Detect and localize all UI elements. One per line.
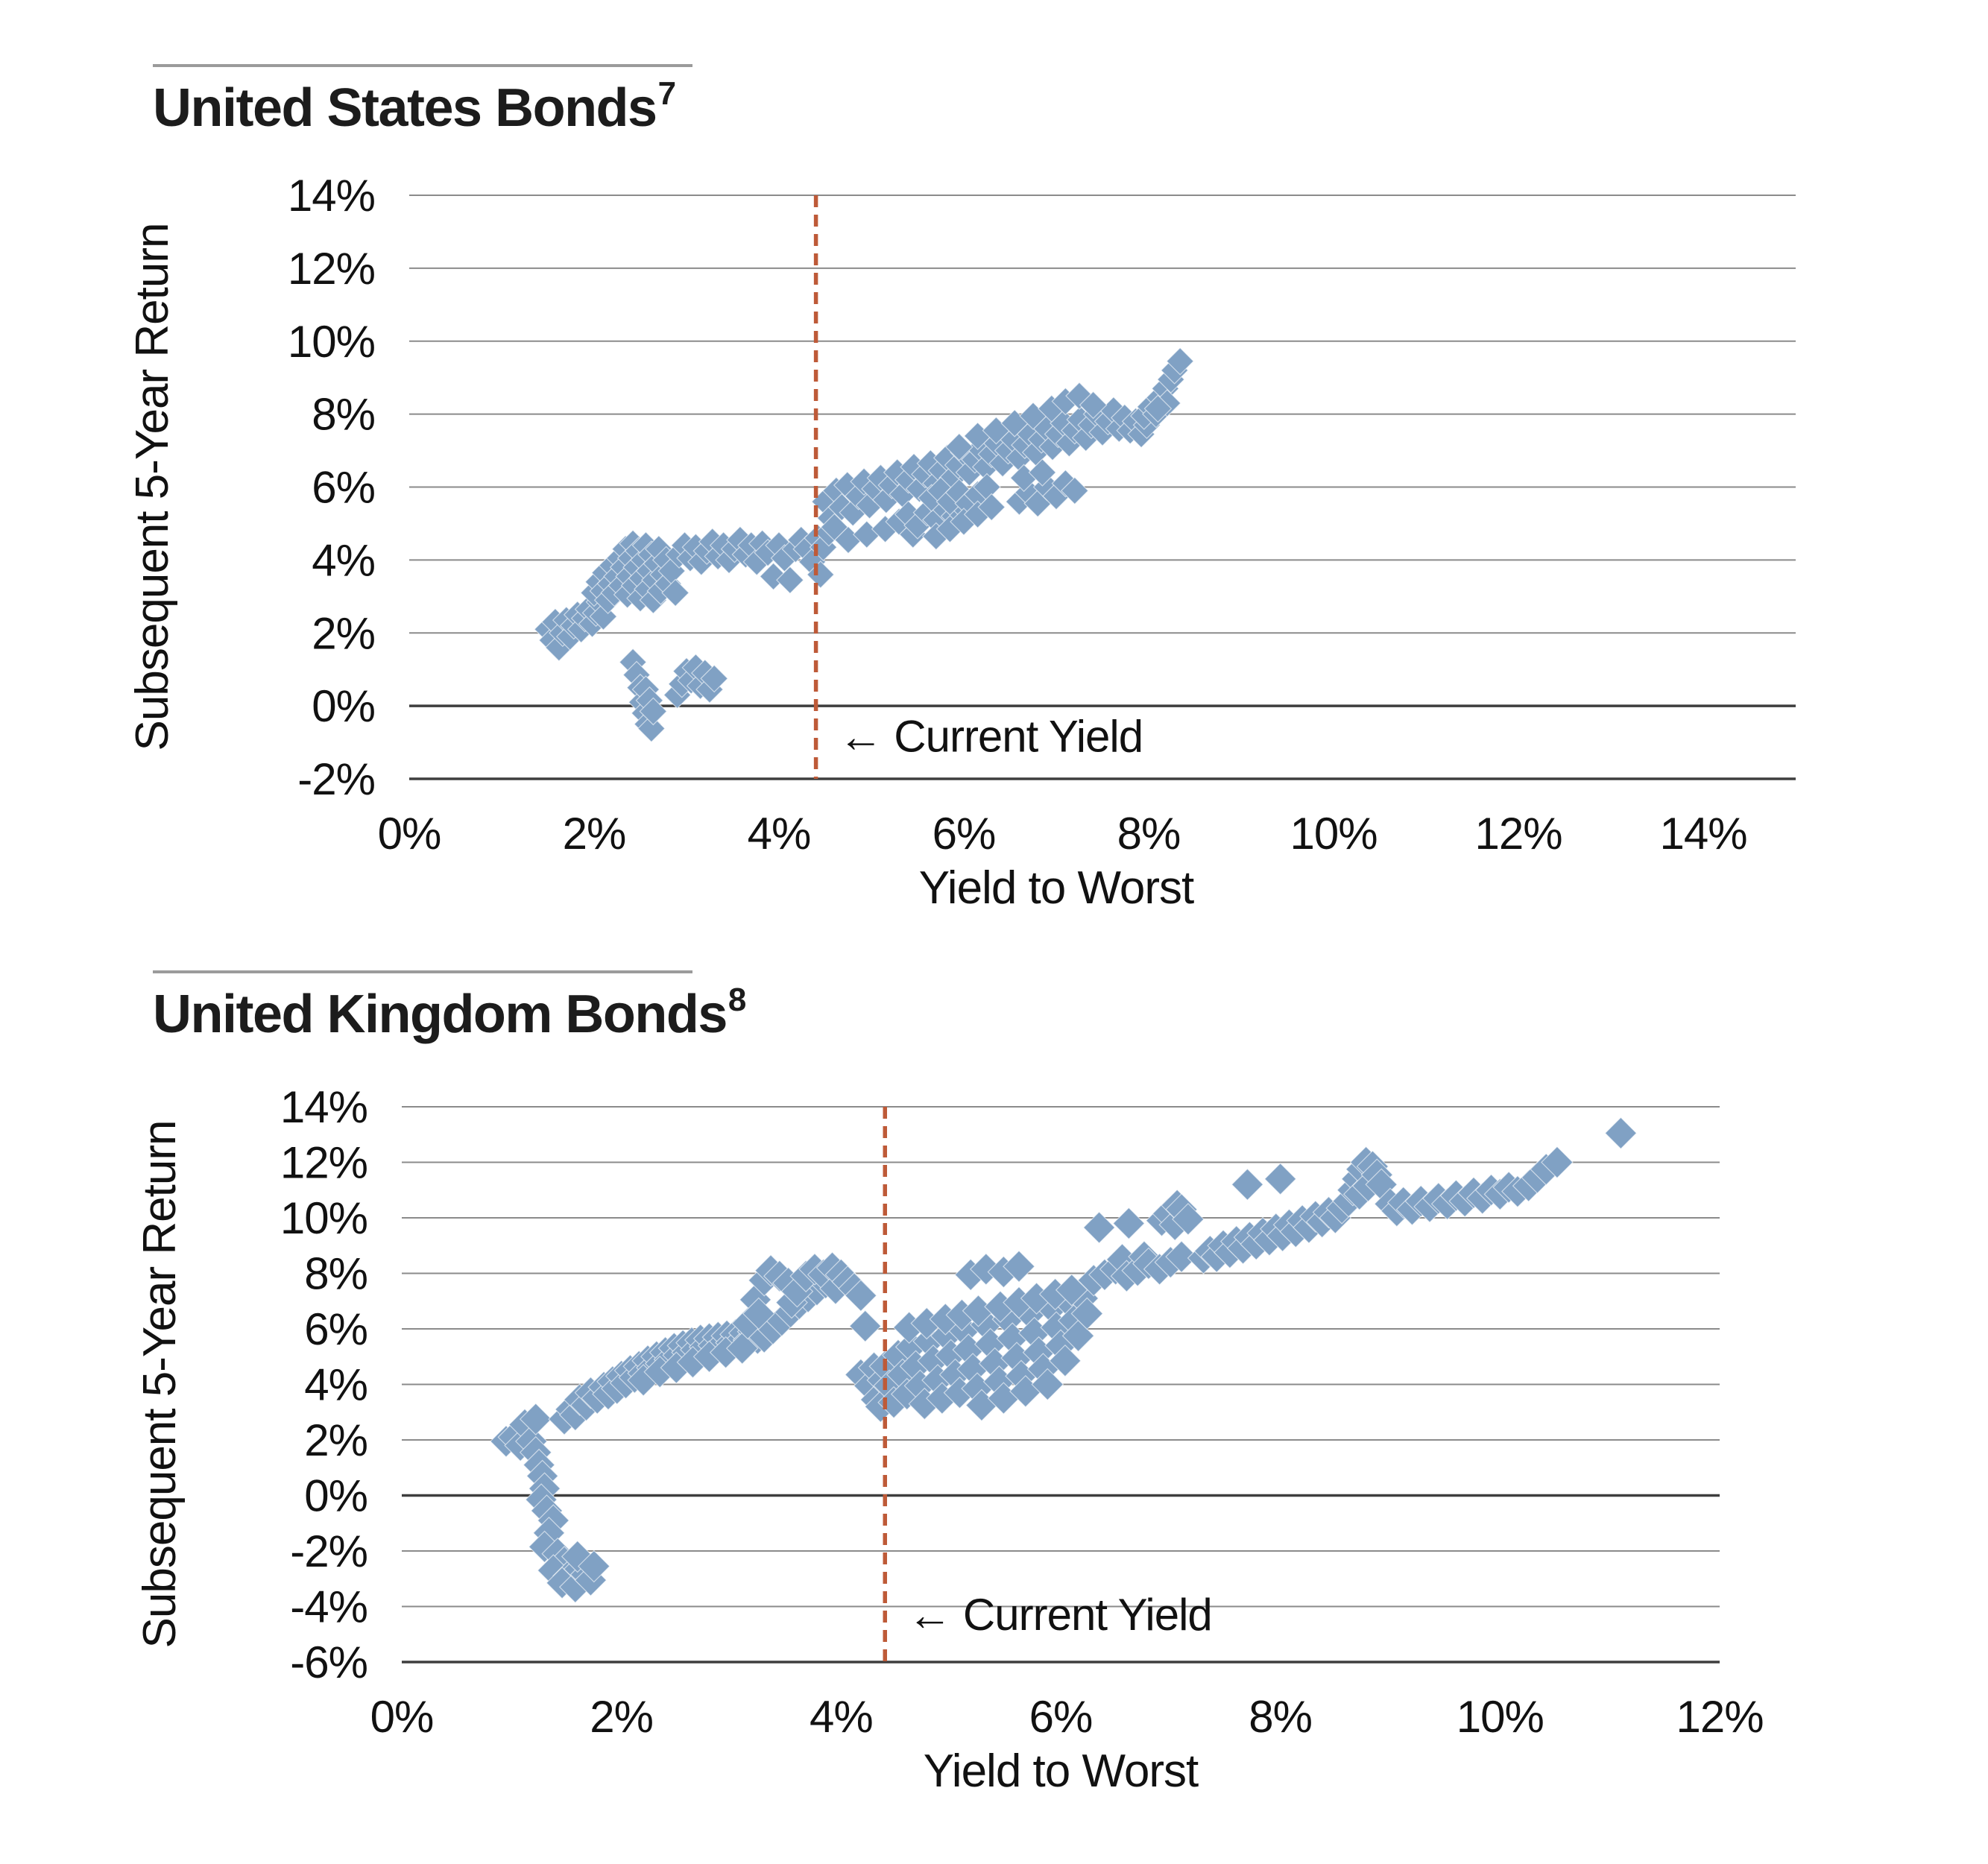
uk-bonds-chart-block: United Kingdom Bonds8 14% 12% 10% 8% 6% 4% 2% 0… [0, 932, 1988, 1864]
y-tick-label: 2% [312, 608, 375, 658]
x-tick-label: 8% [1117, 809, 1181, 859]
x-tick-label: 12% [1474, 809, 1562, 859]
scatter-point [519, 1403, 552, 1435]
x-tick-label: 10% [1457, 1692, 1544, 1742]
x-axis-title: Yield to Worst [919, 862, 1194, 914]
scatter-point [1541, 1146, 1574, 1179]
scatter-point [577, 1549, 610, 1583]
x-tick-label: 10% [1290, 809, 1377, 859]
y-tick-label: -2% [290, 1526, 367, 1576]
scatter-point [759, 562, 788, 591]
us-bonds-scatter-plot: 14%12%10%8%6%4%2%0%-2%0% 2% 4% 6% 8% 10% 12% 14… [127, 171, 1796, 914]
chart-title-us: United States Bonds7 [153, 78, 676, 138]
x-tick-label: 4% [748, 809, 811, 859]
scatter-point [845, 1279, 877, 1312]
title-rule [153, 64, 692, 67]
x-tick-label: 8% [1249, 1692, 1312, 1742]
chart-title-text: United Kingdom Bonds [153, 985, 728, 1044]
chart-title-uk: United Kingdom Bonds8 [153, 984, 746, 1044]
scatter-point [977, 493, 1006, 522]
y-tick-label: 8% [304, 1249, 367, 1299]
chart-title-text: United States Bonds [153, 78, 657, 138]
gridlines [402, 1106, 1720, 1664]
x-tick-label: 4% [810, 1692, 873, 1742]
uk-bonds-scatter-plot: 14%12%10%8%6%4%2%0%-2%-4%-6%0% 2% 4% 6% 8% 10… [134, 1082, 1764, 1797]
y-tick-label: 2% [304, 1415, 367, 1465]
y-tick-label: 0% [304, 1471, 367, 1521]
y-tick-label: 12% [288, 244, 375, 294]
y-tick-label: 6% [304, 1304, 367, 1354]
scatter-point [1003, 1250, 1035, 1283]
y-tick-label: 4% [304, 1360, 367, 1410]
y-tick-label: 4% [312, 535, 375, 585]
current-yield-annotation: ← Current Yield [839, 711, 1143, 761]
scatter-point [700, 664, 729, 693]
y-tick-label: 14% [288, 171, 375, 221]
x-tick-label: 0% [370, 1692, 434, 1742]
scatter-point [725, 1332, 759, 1365]
x-tick-label: 12% [1676, 1692, 1763, 1742]
y-tick-label: 12% [280, 1138, 367, 1188]
scatter-point [637, 714, 666, 743]
scatter-point [1604, 1116, 1638, 1150]
scatter-point [1070, 1297, 1104, 1330]
us-bonds-chart-block: United States Bonds7 14% 12% 10% 8% 6% 4% 2% 0%… [127, 64, 1796, 914]
scatter-point [1082, 1211, 1116, 1244]
x-tick-label: 6% [933, 809, 996, 859]
x-tick-label: 2% [563, 809, 626, 859]
scatter-point [806, 560, 835, 589]
scatter-point [776, 566, 804, 595]
x-tick-label: 0% [378, 809, 441, 859]
y-tick-label: 14% [280, 1082, 367, 1132]
x-tick-label: 14% [1659, 809, 1746, 859]
scatter-point [1172, 1203, 1205, 1236]
y-tick-label: 0% [312, 681, 375, 731]
scatter-points [534, 347, 1195, 743]
current-yield-annotation: ← Current Yield [907, 1590, 1212, 1640]
footnote-marker: 8 [728, 982, 746, 1018]
gridlines [409, 195, 1796, 780]
scatter-point [1060, 476, 1089, 505]
scatter-point [1028, 458, 1057, 487]
scatter-point [1049, 1344, 1082, 1377]
scatter-point [944, 432, 974, 461]
y-tick-label: 6% [312, 463, 375, 513]
x-tick-label: 6% [1029, 1692, 1093, 1742]
scatter-point [1079, 391, 1108, 420]
scatter-point [1165, 1240, 1198, 1273]
scatter-point [639, 697, 668, 726]
y-tick-label: 10% [280, 1193, 367, 1243]
x-tick-label: 2% [590, 1692, 653, 1742]
scatter-point [1231, 1168, 1264, 1201]
scatter-point [1166, 347, 1195, 376]
scatter-point [848, 1309, 882, 1343]
scatter-point [1263, 1163, 1297, 1195]
y-tick-label: -6% [290, 1637, 367, 1687]
scatter-point [589, 602, 618, 631]
y-axis-title: Subsequent 5-Year Return [127, 224, 178, 751]
x-axis-title: Yield to Worst [924, 1745, 1199, 1797]
y-tick-label: 8% [312, 390, 375, 440]
scatter-point [1112, 1207, 1146, 1240]
footnote-marker: 7 [657, 75, 676, 112]
scatter-point [1143, 394, 1173, 423]
y-tick-label: -4% [290, 1582, 367, 1632]
scatter-point [661, 578, 690, 607]
scatter-point [742, 1297, 775, 1330]
title-rule [153, 970, 692, 973]
y-axis-title: Subsequent 5-Year Return [134, 1121, 186, 1649]
scatter-point [1031, 1368, 1064, 1401]
y-tick-label: 10% [288, 317, 375, 367]
y-tick-label: -2% [297, 754, 375, 804]
scatter-points [490, 1116, 1638, 1604]
